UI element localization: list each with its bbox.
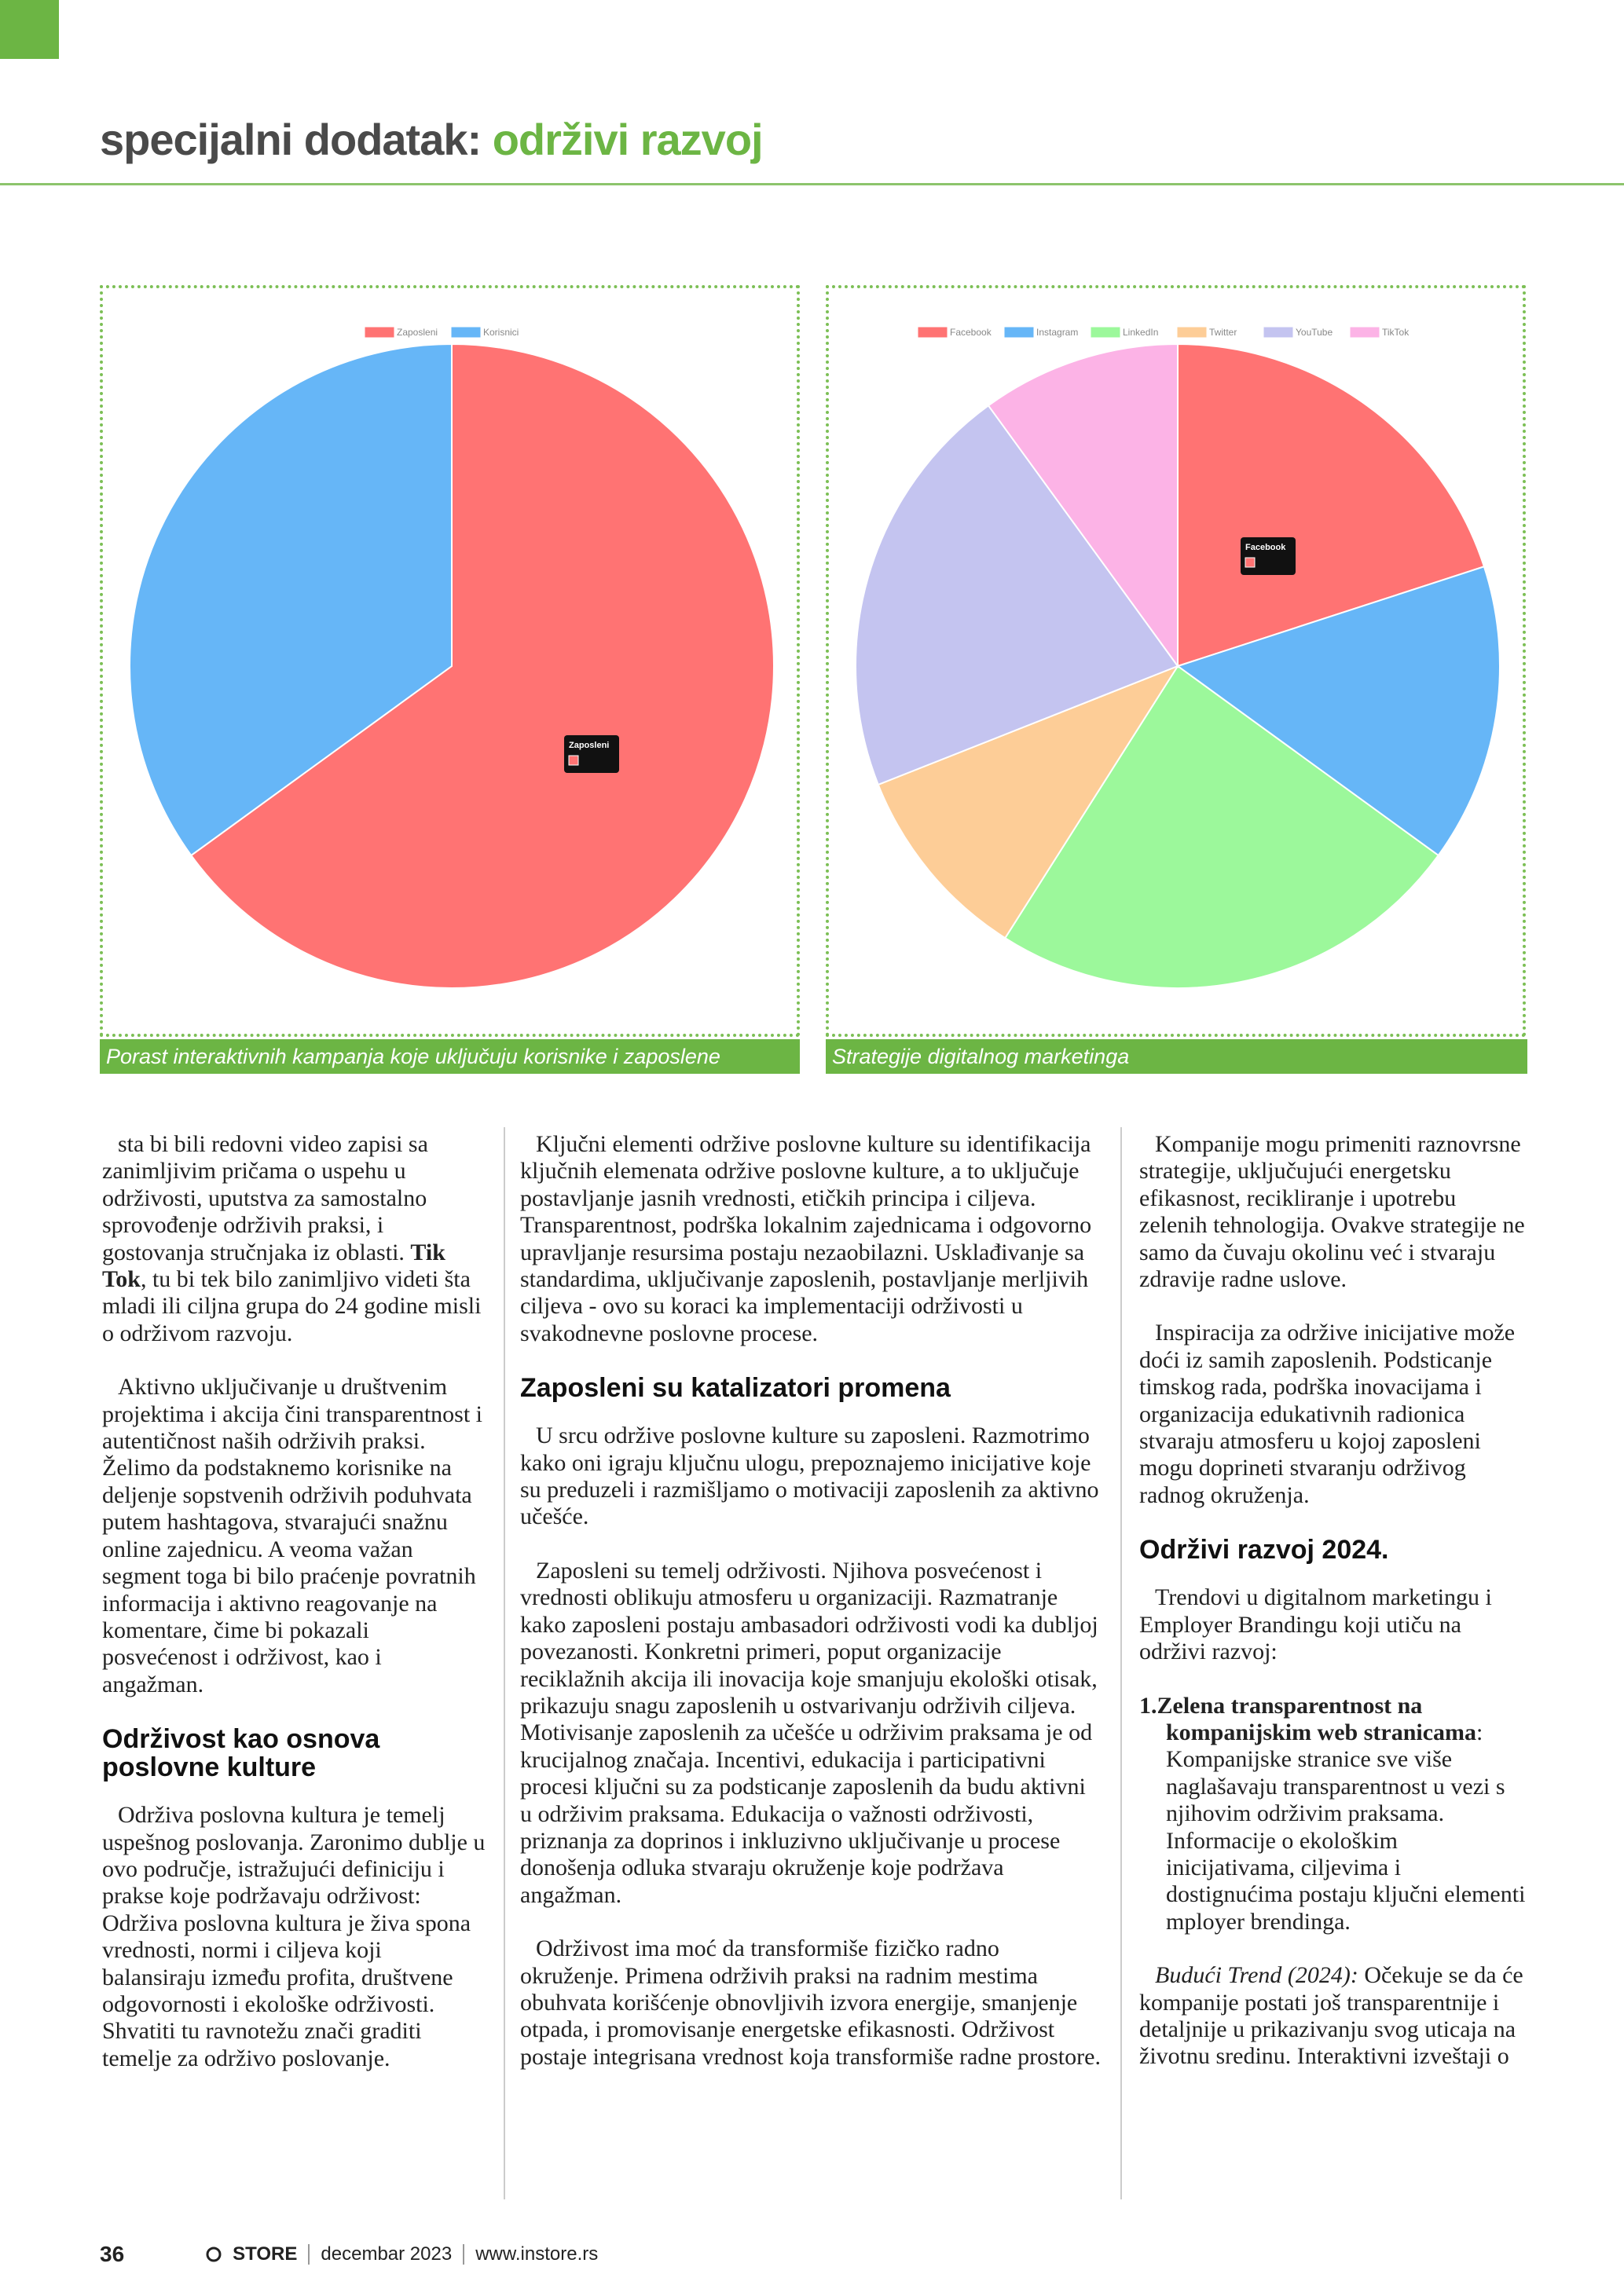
section-label: specijalni dodatak: bbox=[100, 115, 482, 164]
corner-mark bbox=[0, 0, 59, 59]
chart: Zaposleni Korisnici Zaposleni bbox=[129, 327, 775, 989]
brand: STORE bbox=[233, 2243, 298, 2265]
text-run: , tu bi tek bilo zanimljivo videti šta m… bbox=[102, 1266, 482, 1346]
paragraph: Ključni elementi održive poslovne kultur… bbox=[520, 1131, 1102, 1347]
legend-swatch bbox=[451, 327, 481, 338]
paragraph: Budući Trend (2024): Očekuje se da će ko… bbox=[1139, 1962, 1526, 2071]
heading: Zaposleni su katalizatori promena bbox=[520, 1373, 951, 1404]
column-rule bbox=[504, 1127, 505, 2199]
text-run: U srcu održive poslovne kulture su zapos… bbox=[520, 1423, 1099, 1530]
pie-slice bbox=[1003, 665, 1440, 989]
text-run: Aktivno uključivanje u društvenim projek… bbox=[102, 1374, 483, 1697]
separator bbox=[463, 2244, 465, 2265]
pie-slice bbox=[1175, 566, 1501, 857]
separator bbox=[308, 2244, 310, 2265]
heading: Održivost kao osnova poslovne kulture bbox=[102, 1724, 380, 1783]
pie-slice bbox=[855, 404, 1179, 786]
logo-icon bbox=[206, 2247, 222, 2262]
text-run: : Kompanijske stranice sve više naglašav… bbox=[1166, 1719, 1526, 1935]
paragraph: Aktivno uključivanje u društvenim projek… bbox=[102, 1374, 486, 1698]
tooltip-swatch bbox=[1245, 557, 1256, 568]
legend-swatch bbox=[1091, 327, 1120, 338]
legend-swatch bbox=[365, 327, 394, 338]
text-run: Održivost ima moć da transformiše fizičk… bbox=[520, 1935, 1101, 2070]
text-run: Zelena transparentnost na kompanijskim w… bbox=[1157, 1692, 1477, 1745]
paragraph: Zaposleni su temelj održivosti. Njihova … bbox=[520, 1558, 1102, 1909]
tooltip-title: Facebook bbox=[1245, 543, 1286, 552]
list-item: 1.Zelena transparentnost na kompanijskim… bbox=[1139, 1693, 1526, 1936]
pie-slice bbox=[189, 342, 775, 989]
pie-slice bbox=[1177, 342, 1486, 668]
text-run: Trendovi u digitalnom marketingu i Emplo… bbox=[1139, 1584, 1492, 1665]
legend-label: Zaposleni bbox=[397, 327, 438, 338]
text-run: Ključni elementi održive poslovne kultur… bbox=[520, 1131, 1092, 1346]
text-run: Zaposleni su temelj održivosti. Njihova … bbox=[520, 1557, 1098, 1908]
chart-caption: Strategije digitalnog marketinga bbox=[826, 1039, 1527, 1074]
legend-label: YouTube bbox=[1296, 327, 1333, 338]
paragraph: Održivost ima moć da transformiše fizičk… bbox=[520, 1935, 1102, 2071]
legend-swatch bbox=[1177, 327, 1207, 338]
text-column: sta bi bili redovni video zapisi sa zani… bbox=[102, 1131, 486, 2199]
text-run: Inspiracija za održive inicijative može … bbox=[1139, 1320, 1516, 1508]
legend-swatch bbox=[918, 327, 948, 338]
chart-frame: Zaposleni Korisnici Zaposleni bbox=[100, 285, 800, 1037]
chart: Facebook Instagram LinkedIn Twitter YouTube T… bbox=[855, 327, 1501, 989]
legend-swatch bbox=[1263, 327, 1293, 338]
text-column: Ključni elementi održive poslovne kultur… bbox=[520, 1131, 1102, 2199]
paragraph: Kompanije mogu primeniti raznovrsne stra… bbox=[1139, 1131, 1526, 1293]
legend-label: Twitter bbox=[1209, 327, 1237, 338]
paragraph: Trendovi u digitalnom marketingu i Emplo… bbox=[1139, 1584, 1526, 1665]
legend-swatch bbox=[1350, 327, 1380, 338]
list-marker: 1. bbox=[1139, 1692, 1157, 1719]
paragraph: Inspiracija za održive inicijative može … bbox=[1139, 1320, 1526, 1509]
legend-label: TikTok bbox=[1382, 327, 1410, 338]
footer: 36 STORE decembar 2023 www.instore.rs bbox=[100, 2239, 598, 2270]
legend-label: Instagram bbox=[1036, 327, 1078, 338]
legend-label: Facebook bbox=[950, 327, 992, 338]
paragraph: Održiva poslovna kultura je temelj uspeš… bbox=[102, 1802, 486, 2072]
column-rule bbox=[1120, 1127, 1122, 2199]
pie-slice bbox=[987, 342, 1179, 669]
chart-frame: Facebook Instagram LinkedIn Twitter YouTube T… bbox=[826, 285, 1526, 1037]
text-column: Kompanije mogu primeniti raznovrsne stra… bbox=[1139, 1131, 1526, 2199]
legend-label: LinkedIn bbox=[1123, 327, 1158, 338]
text-run: Očekuje se da će kompanije postati još t… bbox=[1139, 1962, 1523, 2070]
section-title: specijalni dodatak: održivi razvoj bbox=[100, 114, 764, 165]
legend-label: Korisnici bbox=[483, 327, 519, 338]
text-run: Kompanije mogu primeniti raznovrsne stra… bbox=[1139, 1131, 1525, 1293]
text-run: Tik Tok bbox=[102, 1239, 445, 1293]
page-number: 36 bbox=[100, 2242, 125, 2266]
pie-slice bbox=[129, 342, 453, 857]
heading: Održivi razvoj 2024. bbox=[1139, 1535, 1389, 1565]
paragraph: sta bi bili redovni video zapisi sa zani… bbox=[102, 1131, 486, 1347]
text-run: Budući Trend (2024): bbox=[1155, 1962, 1358, 1989]
paragraph: U srcu održive poslovne kulture su zapos… bbox=[520, 1423, 1102, 1531]
tooltip-title: Zaposleni bbox=[569, 741, 609, 750]
text-run: sta bi bili redovni video zapisi sa zani… bbox=[102, 1131, 428, 1265]
chart-caption: Porast interaktivnih kampanja koje uklju… bbox=[100, 1039, 800, 1074]
tooltip-swatch bbox=[568, 755, 579, 766]
issue: decembar 2023 bbox=[321, 2243, 453, 2265]
section-topic: održivi razvoj bbox=[492, 115, 764, 164]
header-rule bbox=[0, 183, 1624, 185]
url: www.instore.rs bbox=[475, 2243, 599, 2265]
legend-swatch bbox=[1004, 327, 1034, 338]
pie-slice bbox=[877, 664, 1180, 939]
text-run: Održiva poslovna kultura je temelj uspeš… bbox=[102, 1802, 486, 2071]
